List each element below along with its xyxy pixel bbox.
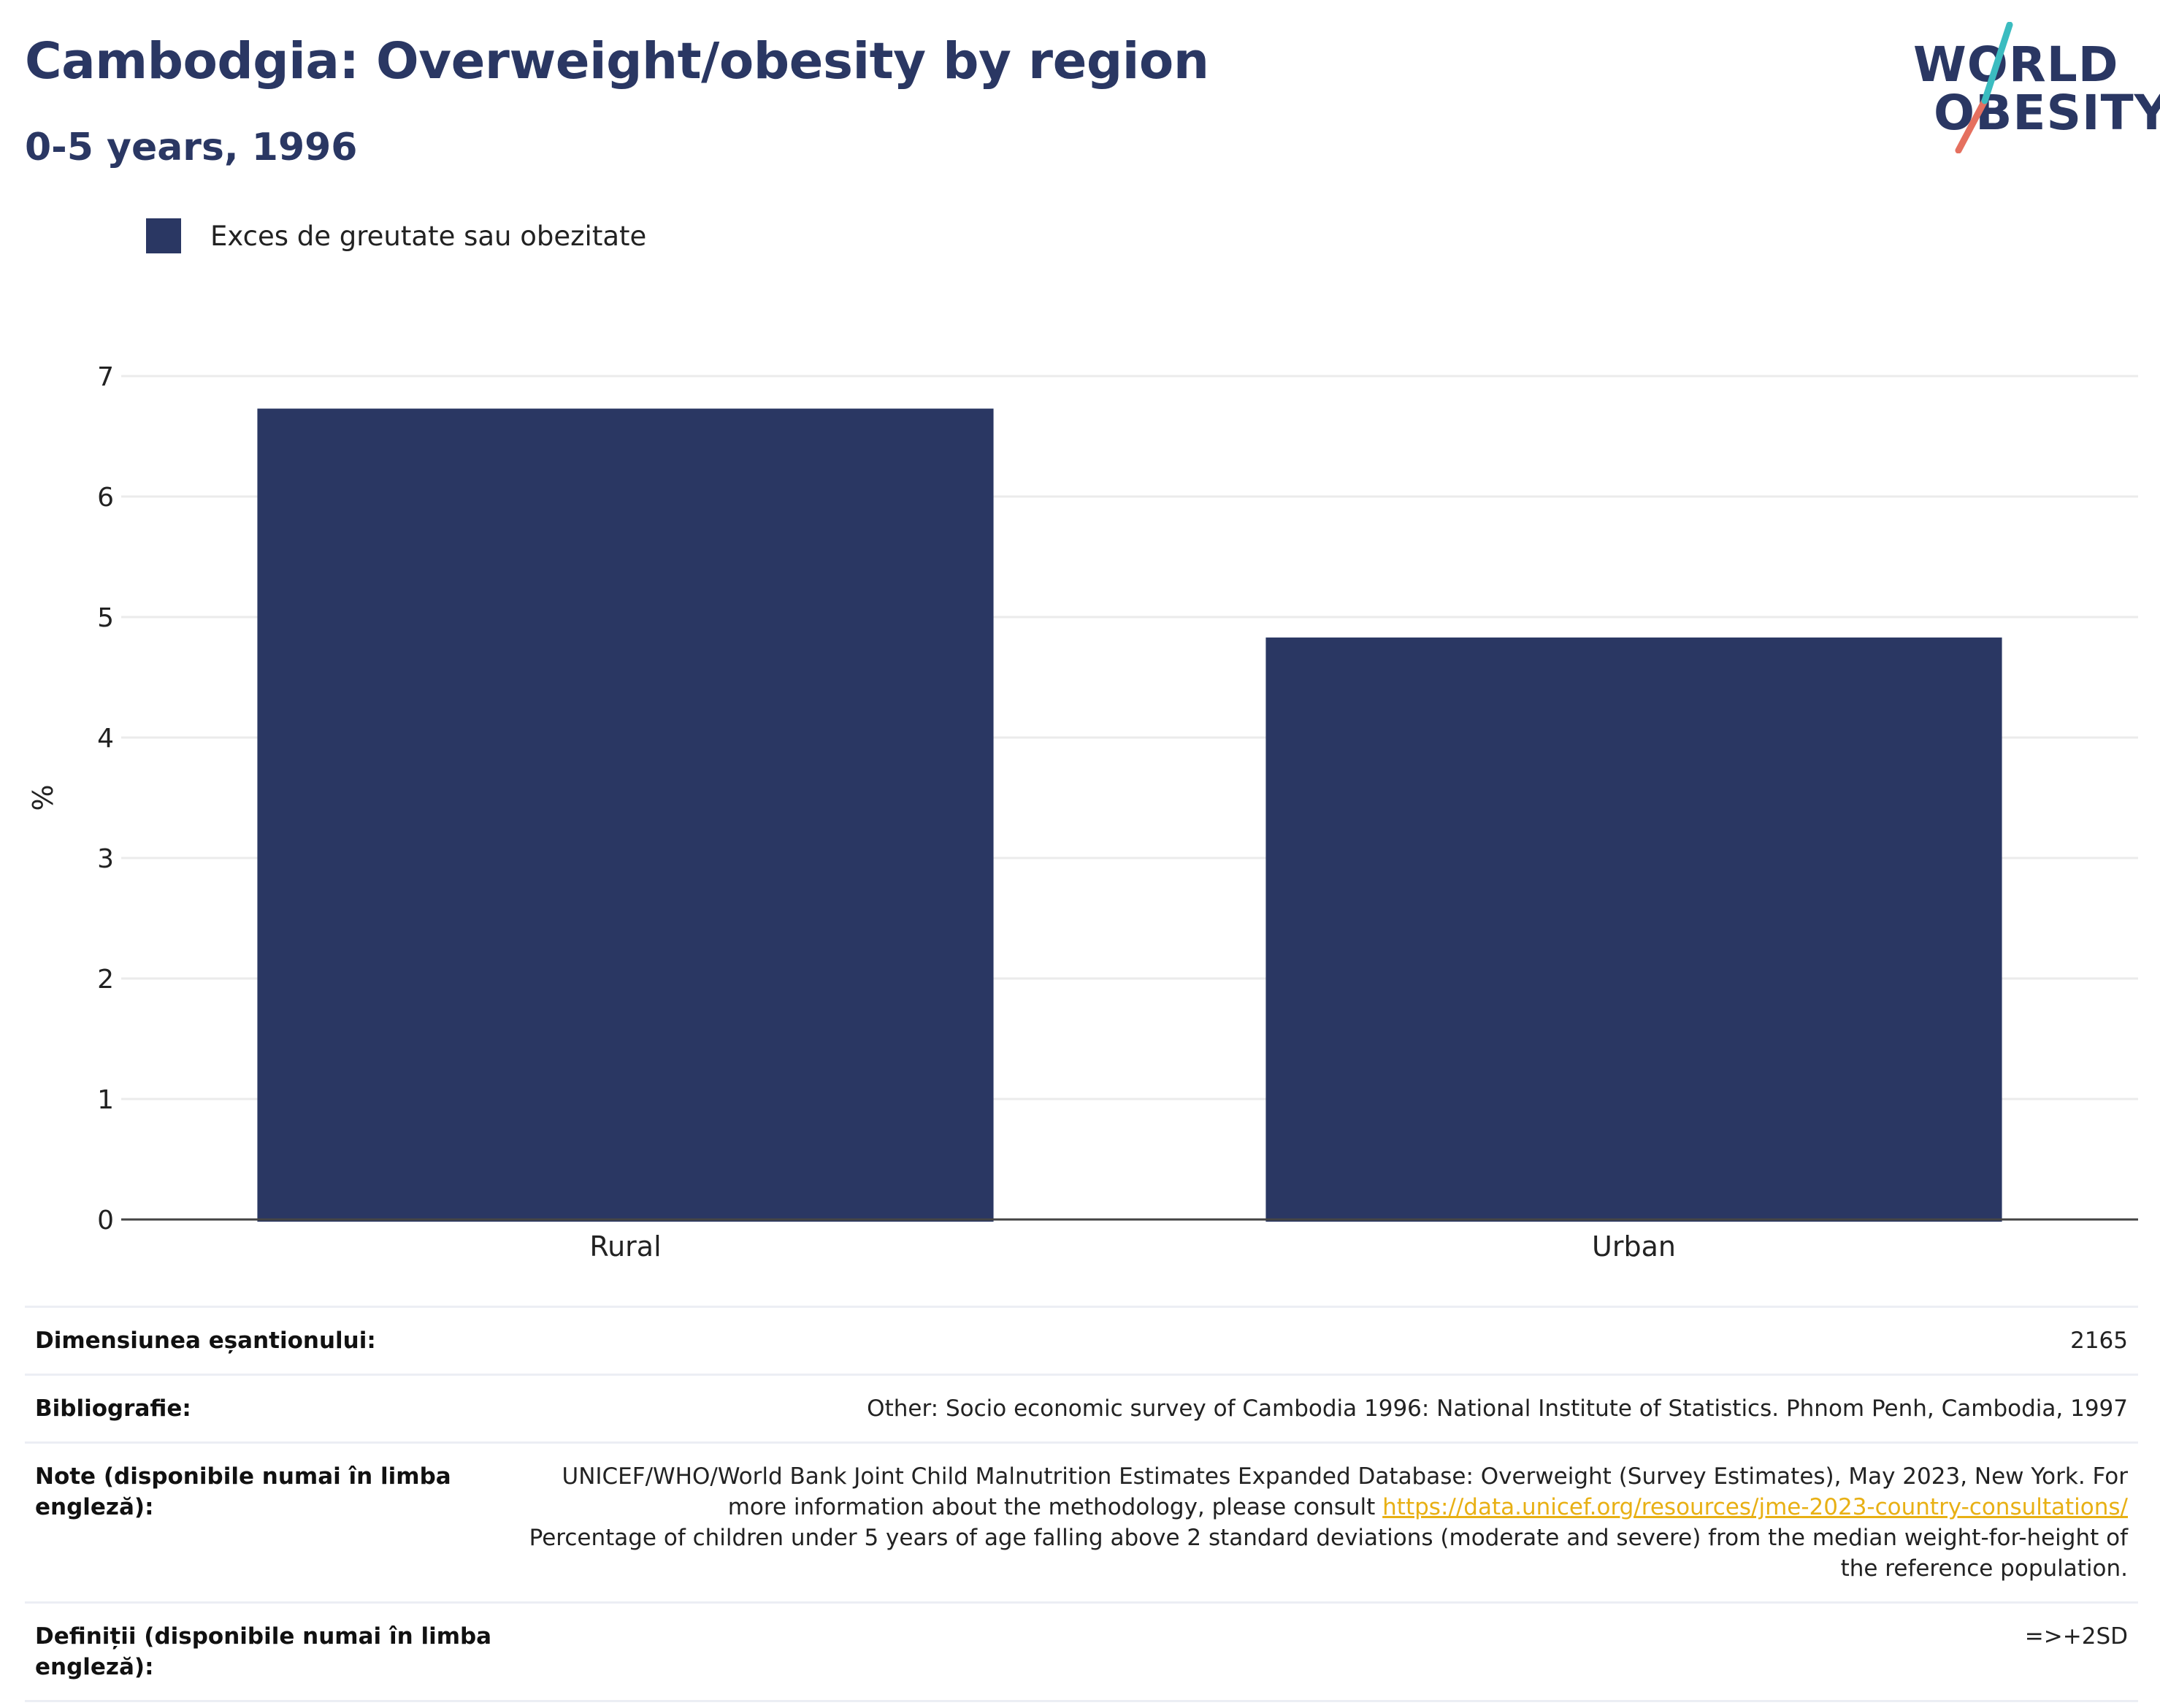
chart-title: Cambodgia: Overweight/obesity by region: [25, 32, 1209, 91]
sample-size-label: Dimensiunea eșantionului:: [35, 1328, 376, 1354]
bibliography-label: Bibliografie:: [35, 1395, 191, 1422]
world-obesity-logo: WORLD OBESITY: [1899, 22, 2160, 153]
legend-swatch: [146, 218, 181, 253]
definitions-label: Definiții (disponibile numai în limba en…: [35, 1623, 492, 1680]
info-row-notes: Note (disponibile numai în limba engleză…: [25, 1442, 2138, 1603]
bar-urban: [1265, 637, 2002, 1222]
bar-chart: 0 1 2 3 4 5 6 7% Rural Urban: [27, 362, 2138, 1263]
y-tick-label: 7: [97, 362, 114, 392]
chart-legend: Exces de greutate sau obezitate: [146, 218, 646, 254]
x-tick-label: Urban: [1592, 1230, 1676, 1263]
y-tick-label: 6: [97, 483, 114, 513]
bar-rural: [257, 408, 994, 1222]
logo-word-world: WORLD: [1913, 37, 2119, 93]
notes-link[interactable]: https://data.unicef.org/resources/jme-20…: [1382, 1494, 2128, 1520]
info-table: Dimensiunea eșantionului: 2165 Bibliogra…: [25, 1306, 2138, 1702]
bibliography-value: Other: Socio economic survey of Cambodia…: [867, 1395, 2128, 1422]
notes-value: UNICEF/WHO/World Bank Joint Child Malnut…: [502, 1443, 2138, 1603]
sample-size-value: 2165: [2070, 1328, 2128, 1354]
y-tick-label: 3: [97, 844, 114, 874]
info-row-definitions: Definiții (disponibile numai în limba en…: [25, 1602, 2138, 1701]
legend-label: Exces de greutate sau obezitate: [210, 220, 647, 252]
logo-slash-icon: [1955, 22, 2013, 153]
x-tick-label: Rural: [589, 1230, 661, 1263]
chart-subtitle: 0-5 years, 1996: [25, 126, 358, 169]
y-tick-label: 0: [97, 1206, 114, 1236]
info-row-bibliography: Bibliografie: Other: Socio economic surv…: [25, 1374, 2138, 1443]
info-row-sample-size: Dimensiunea eșantionului: 2165: [25, 1306, 2138, 1375]
notes-text-1: UNICEF/WHO/World Bank Joint Child Malnut…: [562, 1463, 2129, 1520]
y-axis-title: %: [27, 784, 59, 811]
y-tick-label: 5: [97, 603, 114, 633]
definitions-value: =>+2SD: [2024, 1623, 2128, 1650]
notes-label: Note (disponibile numai în limba engleză…: [35, 1463, 451, 1520]
y-tick-label: 2: [97, 965, 114, 995]
y-tick-label: 4: [97, 724, 114, 754]
notes-text-2: Percentage of children under 5 years of …: [529, 1525, 2128, 1582]
y-tick-label: 1: [97, 1085, 114, 1115]
